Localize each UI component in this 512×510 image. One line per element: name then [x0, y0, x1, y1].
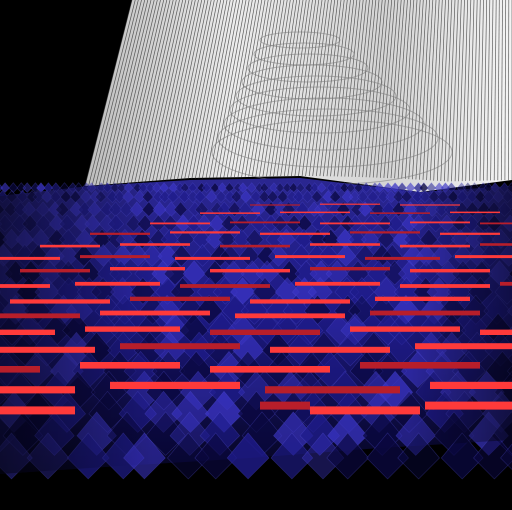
- red-stripe-segment: [310, 243, 380, 246]
- red-stripe-segment: [480, 222, 512, 225]
- red-stripe-segment: [0, 346, 95, 353]
- red-stripe-segment: [210, 269, 290, 273]
- red-stripe-segment: [175, 256, 250, 260]
- red-stripe-segment: [450, 211, 500, 214]
- red-stripe-segment: [0, 329, 55, 335]
- red-stripe-segment: [0, 386, 75, 394]
- red-stripe-segment: [110, 381, 240, 389]
- red-stripe-segment: [260, 232, 330, 235]
- red-stripe-segment: [130, 296, 230, 301]
- red-stripe-segment: [20, 269, 90, 273]
- red-stripe-segment: [150, 222, 210, 225]
- red-stripe-segment: [180, 284, 270, 288]
- red-stripe-segment: [260, 401, 310, 410]
- red-stripe-segment: [120, 243, 190, 246]
- red-stripe-segment: [230, 221, 300, 224]
- red-stripe-segment: [0, 313, 80, 319]
- red-stripe-segment: [320, 222, 390, 225]
- red-stripe-segment: [80, 255, 150, 259]
- red-stripe-segment: [220, 244, 290, 248]
- red-stripe-segment: [365, 256, 440, 260]
- red-stripe-segment: [400, 284, 490, 288]
- red-stripe-segment: [75, 281, 160, 286]
- red-stripe-segment: [425, 401, 512, 410]
- red-stripe-segment: [500, 281, 512, 286]
- striped-sheet: [84, 0, 512, 192]
- red-stripe-segment: [270, 346, 390, 353]
- red-stripe-segment: [310, 406, 420, 415]
- red-stripe-segment: [200, 212, 260, 214]
- red-stripe-segment: [0, 406, 75, 415]
- red-stripe-segment: [170, 231, 240, 234]
- red-stripe-segment: [275, 255, 345, 259]
- red-stripe-segment: [430, 381, 512, 389]
- red-stripe-segment: [295, 281, 380, 286]
- red-stripe-segment: [110, 267, 185, 271]
- red-stripe-segment: [10, 299, 110, 304]
- red-stripe-segment: [40, 244, 100, 248]
- red-stripe-segment: [210, 329, 320, 335]
- red-stripe-segment: [250, 299, 350, 304]
- red-stripe-segment: [350, 326, 460, 332]
- red-stripe-segment: [415, 343, 512, 350]
- red-stripe-segment: [0, 284, 50, 288]
- red-stripe-segment: [265, 386, 400, 394]
- red-stripe-segment: [400, 204, 460, 206]
- red-stripe-segment: [455, 255, 512, 259]
- red-stripe-segment: [90, 232, 150, 235]
- red-stripe-segment: [370, 310, 480, 316]
- red-stripe-segment: [235, 313, 345, 319]
- red-stripe-segment: [480, 329, 512, 335]
- red-stripe-segment: [350, 231, 420, 234]
- red-stripe-segment: [0, 256, 60, 260]
- red-stripe-segment: [0, 366, 40, 373]
- red-stripe-segment: [440, 232, 500, 235]
- red-stripe-segment: [410, 269, 490, 273]
- red-stripe-segment: [250, 204, 300, 206]
- red-stripe-segment: [400, 244, 470, 248]
- red-stripe-segment: [375, 296, 470, 301]
- red-stripe-segment: [320, 203, 380, 205]
- red-stripe-segment: [480, 243, 512, 246]
- red-stripe-segment: [310, 267, 390, 271]
- red-stripe-segment: [280, 211, 350, 214]
- red-stripes: [0, 203, 512, 415]
- red-stripe-segment: [100, 310, 210, 316]
- red-stripe-segment: [360, 362, 480, 369]
- red-stripe-segment: [370, 212, 430, 214]
- red-stripe-segment: [85, 326, 180, 332]
- red-stripe-segment: [80, 362, 180, 369]
- red-stripe-segment: [410, 221, 470, 224]
- blue-tile-plane: [0, 178, 512, 480]
- red-stripe-segment: [210, 366, 330, 373]
- red-stripe-segment: [120, 343, 240, 350]
